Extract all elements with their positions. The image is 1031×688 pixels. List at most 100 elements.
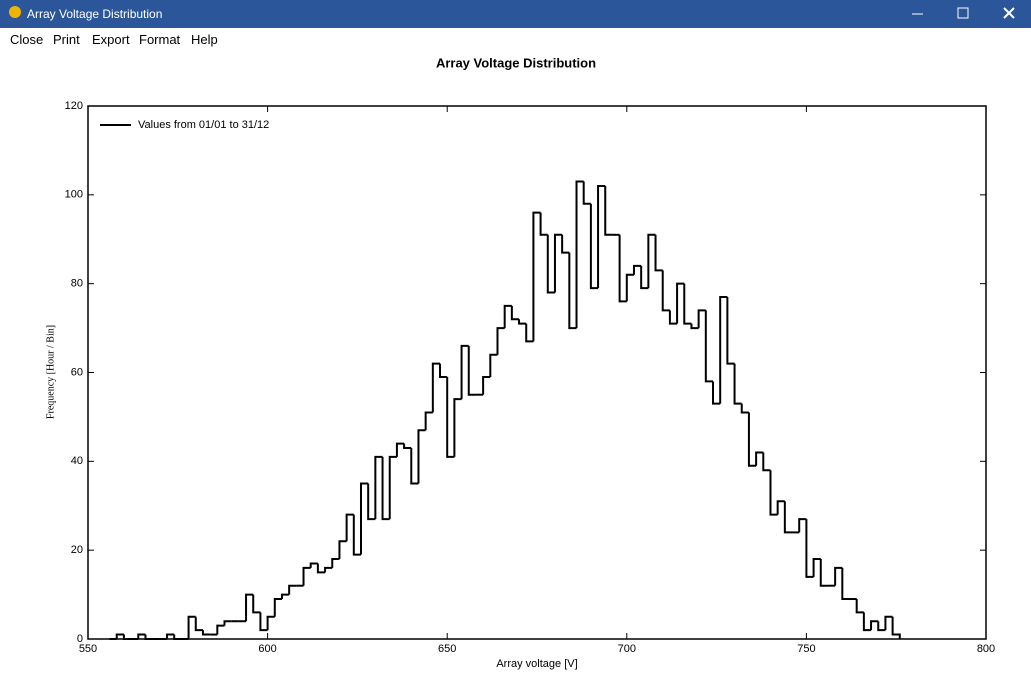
histogram-bin [747, 412, 757, 467]
histogram-bin [259, 612, 268, 632]
histogram-bin [870, 620, 879, 631]
histogram-bin [309, 562, 318, 568]
histogram-bin [410, 448, 419, 485]
histogram-bin [740, 403, 749, 414]
histogram-bin [884, 615, 893, 631]
histogram-bin [819, 559, 828, 587]
histogram-bin [345, 513, 354, 542]
histogram-bin [446, 376, 455, 458]
histogram-bin [467, 345, 476, 396]
y-tick-label: 80 [71, 278, 83, 290]
histogram-bin [862, 612, 872, 632]
histogram-bin [273, 598, 282, 617]
x-tick-label: 600 [258, 643, 276, 655]
histogram-bin [216, 624, 225, 635]
histogram-bin [280, 593, 290, 600]
histogram-bin [719, 295, 728, 404]
histogram-bin [539, 212, 548, 236]
legend-label: Values from 01/01 to 31/12 [138, 119, 269, 131]
histogram-bin [503, 304, 512, 329]
histogram-bin [187, 615, 196, 639]
histogram-bin [668, 310, 678, 325]
histogram-bin [841, 567, 850, 601]
histogram-bin [697, 309, 706, 329]
x-tick-label: 700 [618, 643, 636, 655]
histogram-bin [403, 443, 412, 450]
histogram-bin [661, 270, 670, 312]
histogram-bin [769, 470, 778, 516]
histogram-bin [324, 566, 333, 573]
chart-panel [5, 50, 1025, 683]
histogram-bin [582, 181, 591, 205]
histogram-bin [654, 234, 663, 272]
x-tick-label: 800 [977, 643, 995, 655]
menu-bar: Close Print Export Format Help [0, 28, 1031, 50]
histogram-bin [632, 264, 642, 275]
histogram-bin [553, 233, 563, 293]
histogram-bin [597, 184, 606, 289]
histogram-bin [266, 615, 275, 631]
histogram-bin [776, 500, 785, 515]
histogram-bin [891, 616, 901, 639]
histogram-bin [137, 633, 146, 639]
menu-item[interactable]: Export [92, 32, 130, 47]
histogram-bin [647, 233, 656, 289]
histogram-bin [690, 323, 699, 330]
title-bar: Array Voltage Distribution [0, 0, 1031, 28]
menu-item[interactable]: Print [53, 32, 80, 47]
histogram-bin [568, 252, 577, 330]
histogram-bin [359, 482, 369, 555]
histogram-bin [460, 344, 469, 400]
histogram-bin [726, 296, 735, 365]
menu-item[interactable]: Format [139, 32, 181, 47]
histogram-bin [575, 180, 584, 329]
maximize[interactable] [957, 7, 969, 19]
x-axis-label: Array voltage [V] [496, 658, 577, 670]
histogram-bin [489, 353, 498, 377]
histogram-bin [855, 599, 864, 614]
histogram-bin [482, 375, 491, 395]
histogram-bin [288, 584, 297, 595]
histogram-bin [352, 514, 361, 556]
window-title: Array Voltage Distribution [27, 7, 163, 21]
histogram-bin [625, 273, 634, 302]
menu-item[interactable]: Close [10, 32, 44, 47]
y-tick-label: 40 [71, 455, 83, 467]
histogram-bin [589, 203, 599, 290]
histogram-bin [115, 633, 124, 639]
histogram-bin [496, 327, 505, 355]
histogram-bin [417, 429, 426, 484]
histogram-bin [510, 305, 520, 321]
histogram-bin [245, 593, 254, 622]
title-icons [9, 6, 1015, 19]
histogram-bin [877, 621, 886, 632]
histogram-bin [367, 483, 376, 521]
x-tick-label: 550 [79, 643, 97, 655]
chart-title: Array Voltage Distribution [436, 55, 596, 70]
histogram-bin [546, 234, 555, 294]
histogram-bin [201, 630, 211, 636]
histogram-bin [252, 594, 261, 614]
histogram-bin [439, 363, 448, 378]
histogram-bin [532, 211, 541, 342]
histogram-bin [374, 455, 383, 520]
histogram-bin [762, 452, 771, 472]
histogram-bin [223, 620, 232, 626]
histogram-bin [755, 451, 764, 466]
histogram-bin [618, 234, 627, 303]
histogram-bin [704, 310, 714, 383]
y-tick-label: 0 [77, 633, 83, 645]
histogram-bin [805, 519, 814, 578]
y-tick-label: 120 [65, 100, 83, 112]
histogram-bin [166, 633, 175, 639]
x-tick-label: 650 [438, 643, 456, 655]
histogram-bin [683, 283, 692, 325]
histogram-bin [712, 381, 721, 405]
menu-item[interactable]: Help [191, 32, 218, 47]
histogram-bin [395, 442, 405, 457]
close-button[interactable] [1003, 7, 1015, 19]
histogram-bin [518, 319, 527, 325]
y-axis-label: Frequency [Hour / Bin] [45, 325, 56, 419]
histogram-bin [604, 185, 613, 236]
